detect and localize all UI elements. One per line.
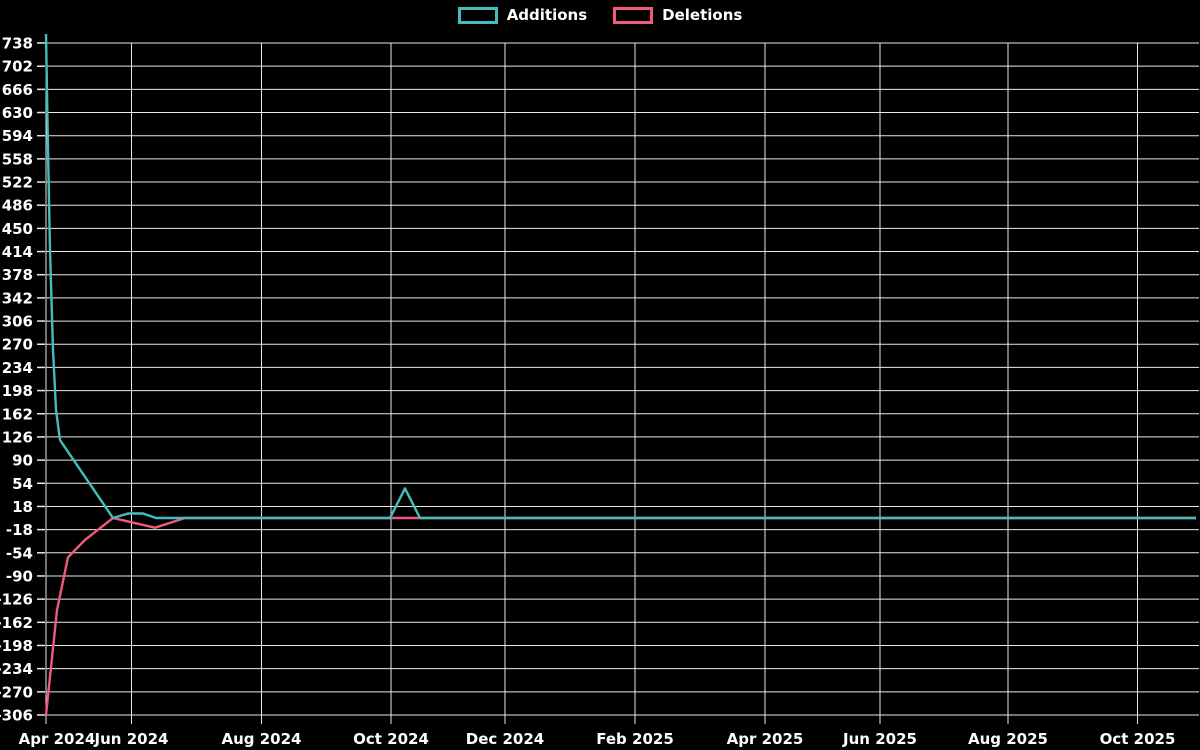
y-axis-label: 18 [12,498,33,516]
y-axis-label: 594 [2,127,33,145]
y-axis-label: 270 [2,336,33,354]
deletions-line[interactable] [44,516,1196,716]
y-axis-label: 378 [2,266,33,284]
y-axis-label: -18 [6,521,33,539]
x-axis-label: Dec 2024 [466,730,545,748]
y-axis-label: 522 [2,174,33,192]
y-axis-label: 630 [2,104,33,122]
y-axis-label: 486 [2,197,33,215]
legend-label-deletions: Deletions [662,6,743,24]
y-axis-label: -162 [0,614,33,632]
y-axis-label: 702 [2,58,33,76]
x-axis-label: Jun 2024 [94,730,169,748]
deletions-swatch-icon [613,7,654,24]
y-axis-label: 666 [2,81,33,99]
y-axis-label: 90 [12,452,33,470]
additions-swatch-icon [457,7,498,24]
y-axis-label: -90 [6,567,33,585]
y-axis-label: -306 [0,707,33,725]
x-axis-label: Aug 2024 [222,730,302,748]
y-axis-label: 54 [12,475,33,493]
y-axis-label: -234 [0,660,33,678]
x-axis-label: Jun 2025 [842,730,917,748]
y-axis-label: 342 [2,289,33,307]
x-axis-label: Apr 2025 [727,730,804,748]
legend-item-deletions[interactable]: Deletions [613,7,742,24]
y-axis-label: -198 [0,637,33,655]
x-axis-label: Apr 2024 [19,730,96,748]
x-axis-label: Oct 2024 [353,730,429,748]
additions-line[interactable] [44,33,1196,520]
legend-item-additions[interactable]: Additions [457,6,588,24]
x-axis-label: Oct 2025 [1100,730,1176,748]
legend-label-additions: Additions [506,6,588,24]
y-axis-label: 234 [2,359,33,377]
y-axis-label: 126 [2,428,33,446]
y-axis-label: -270 [0,683,33,701]
x-axis-label: Aug 2025 [968,730,1048,748]
y-axis-label: 162 [2,405,33,423]
y-axis-label: 414 [2,243,33,261]
x-axis-label: Feb 2025 [596,730,674,748]
y-axis-label: 306 [2,313,33,331]
y-axis-label: -126 [0,591,33,609]
y-axis-label: 738 [2,35,33,53]
y-axis-label: 198 [2,382,33,400]
y-axis-label: -54 [6,544,33,562]
y-axis-label: 558 [2,150,33,168]
chart-legend: Additions Deletions [0,7,1200,24]
y-axis-label: 450 [2,220,33,238]
